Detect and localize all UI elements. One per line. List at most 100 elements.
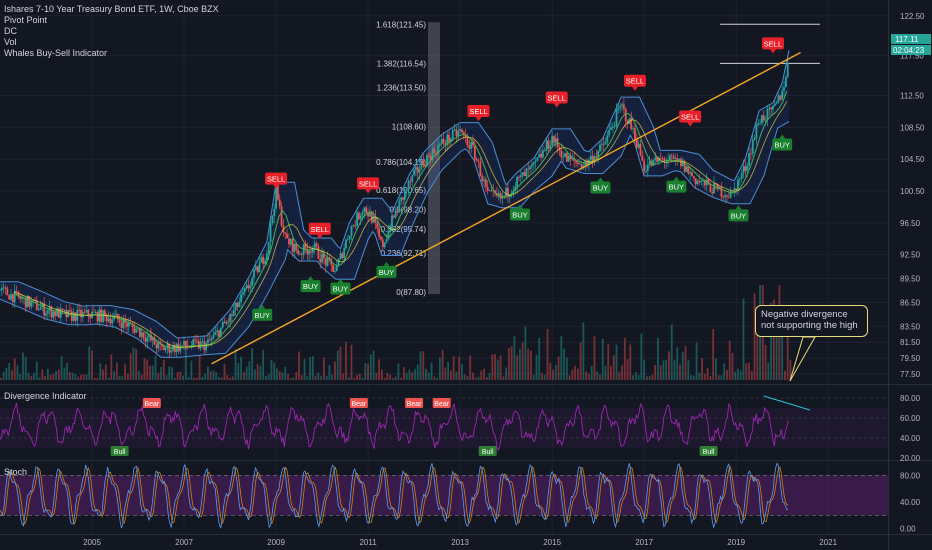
price-badges: 117.11 02:04:23 — [891, 34, 931, 55]
legend-dc[interactable]: DC — [4, 26, 17, 36]
volume-bar — [449, 370, 452, 380]
y-tick-label: 92.50 — [900, 251, 921, 260]
candle-body — [54, 311, 57, 316]
divergence-pane-label[interactable]: Divergence Indicator — [4, 391, 87, 401]
x-tick-label: 2019 — [727, 538, 745, 547]
volume-bar — [328, 365, 331, 380]
candle-body — [403, 190, 406, 200]
candle-body — [639, 143, 642, 156]
candle-body — [742, 166, 745, 174]
volume-bar — [118, 376, 121, 380]
candle-body — [416, 167, 419, 173]
volume-bar — [637, 375, 640, 380]
volume-bar — [651, 374, 654, 380]
candle-body — [562, 156, 565, 158]
candle-body — [242, 292, 244, 295]
volume-bar — [527, 348, 530, 380]
candle-body — [150, 334, 152, 341]
legend-vol[interactable]: Vol — [4, 37, 17, 47]
volume-bar — [494, 354, 496, 380]
volume-bar — [121, 376, 124, 380]
candle-body — [70, 311, 73, 321]
candle-body — [367, 213, 369, 217]
candle-body — [398, 200, 401, 212]
candle-body — [126, 323, 128, 327]
price-pane[interactable]: 1.618(121.45) 1.382(116.54) 1.236(113.50) 1… — [0, 20, 820, 382]
candle-body — [551, 136, 554, 146]
buy-signal: BUY — [300, 276, 321, 293]
candle-body — [72, 312, 75, 321]
candle-body — [773, 103, 776, 106]
candle-body — [727, 196, 730, 198]
candle-body — [461, 129, 463, 133]
candle-body — [273, 208, 276, 217]
candle-body — [643, 160, 646, 172]
pivot-label: 0(87.80) — [396, 288, 426, 297]
volume-bar — [634, 372, 637, 380]
volume-bar — [273, 362, 276, 380]
volume-bar — [405, 372, 408, 380]
volume-bar — [626, 358, 629, 380]
buy-signal: BUY — [728, 205, 749, 222]
volume-bar — [560, 336, 563, 380]
buy-signal-pointer — [307, 276, 314, 281]
buy-signal: BUY — [772, 134, 793, 151]
symbol-title[interactable]: Ishares 7-10 Year Treasury Bond ETF, 1W,… — [4, 4, 219, 14]
volume-bar — [267, 374, 270, 380]
annotation-callout[interactable]: Negative divergence not supporting the h… — [755, 305, 868, 337]
buy-signal-pointer — [779, 134, 786, 139]
volume-bar — [764, 344, 767, 380]
volume-bar — [162, 359, 165, 380]
volume-bar — [648, 376, 651, 380]
volume-bar — [601, 338, 604, 380]
candle-body — [779, 95, 782, 100]
volume-bar — [491, 354, 494, 380]
buy-signal-label: BUY — [255, 311, 270, 320]
buy-signal-pointer — [735, 205, 742, 210]
volume-bar — [69, 372, 71, 380]
candle-body — [157, 341, 160, 349]
volume-bar — [149, 365, 151, 380]
candle-body — [670, 155, 673, 157]
last-price-text: 117.11 — [895, 35, 919, 44]
price-axis[interactable]: 2005 2007 2009 2011 2013 2015 2017 2019 2021 122.… — [83, 12, 925, 547]
candle-body — [624, 108, 627, 122]
volume-bar — [336, 350, 339, 380]
candle-body — [271, 216, 274, 224]
volume-bar — [259, 365, 262, 380]
volume-bar — [659, 365, 662, 380]
volume-bar — [386, 373, 389, 380]
candle-body — [560, 150, 563, 158]
sell-signal-label: SELL — [469, 107, 487, 116]
stoch-pane[interactable] — [0, 462, 888, 529]
legend-pivot-point[interactable]: Pivot Point — [4, 15, 48, 25]
candle-body — [661, 158, 664, 160]
volume-bar — [179, 371, 182, 380]
divergence-pane[interactable]: Bear Bear Bear Bear Bull Bull Bull — [0, 395, 888, 456]
candle-body — [352, 225, 355, 227]
volume-bar — [129, 353, 132, 380]
volume-bar — [265, 376, 267, 380]
volume-bar — [102, 369, 104, 380]
volume-bar — [444, 367, 447, 380]
candle-body — [385, 239, 388, 243]
x-tick-label: 2011 — [359, 538, 377, 547]
candle-body — [770, 107, 773, 110]
legend-whales[interactable]: Whales Buy-Sell Indicator — [4, 48, 108, 58]
candle-body — [567, 155, 570, 162]
volume-bar — [270, 359, 273, 380]
candle-body — [81, 312, 84, 318]
y-tick-label: 104.50 — [900, 155, 925, 164]
support-trendline[interactable] — [211, 51, 801, 365]
candle-body — [381, 239, 384, 248]
stoch-pane-label[interactable]: Stoch — [4, 467, 28, 477]
candle-body — [343, 248, 346, 259]
volume-bar — [767, 362, 770, 380]
candle-body — [707, 179, 710, 185]
volume-bar — [552, 369, 554, 380]
volume-bar — [300, 375, 303, 380]
volume-bar — [372, 350, 375, 380]
sell-signal-label: SELL — [267, 175, 285, 184]
volume-bar — [85, 374, 88, 380]
